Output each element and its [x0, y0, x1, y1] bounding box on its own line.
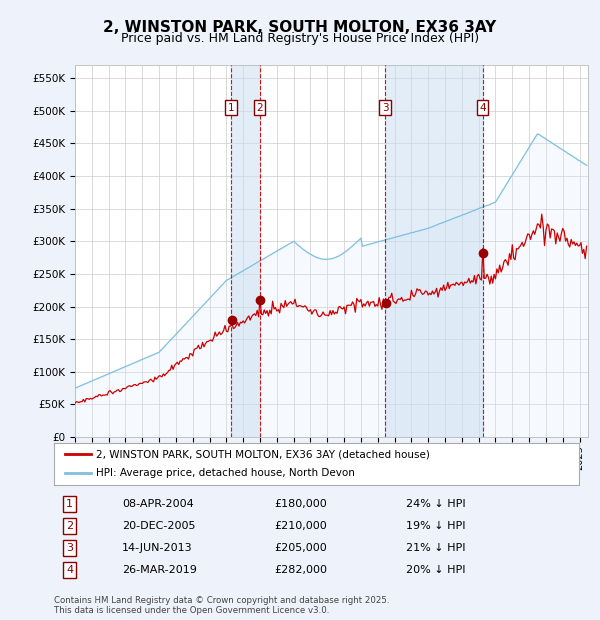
Text: 3: 3: [382, 102, 389, 112]
Text: 4: 4: [66, 565, 73, 575]
Text: 14-JUN-2013: 14-JUN-2013: [122, 543, 193, 553]
Text: 08-APR-2004: 08-APR-2004: [122, 499, 194, 509]
Text: Price paid vs. HM Land Registry's House Price Index (HPI): Price paid vs. HM Land Registry's House …: [121, 32, 479, 45]
Text: 1: 1: [66, 499, 73, 509]
Text: 19% ↓ HPI: 19% ↓ HPI: [406, 521, 465, 531]
Text: Contains HM Land Registry data © Crown copyright and database right 2025.
This d: Contains HM Land Registry data © Crown c…: [54, 596, 389, 615]
Bar: [231, 65, 260, 437]
Text: 20-DEC-2005: 20-DEC-2005: [122, 521, 196, 531]
Text: 20% ↓ HPI: 20% ↓ HPI: [406, 565, 465, 575]
Text: 2, WINSTON PARK, SOUTH MOLTON, EX36 3AY: 2, WINSTON PARK, SOUTH MOLTON, EX36 3AY: [103, 20, 497, 35]
Text: £282,000: £282,000: [275, 565, 328, 575]
Bar: [385, 65, 482, 437]
Text: 26-MAR-2019: 26-MAR-2019: [122, 565, 197, 575]
Text: 2, WINSTON PARK, SOUTH MOLTON, EX36 3AY (detached house): 2, WINSTON PARK, SOUTH MOLTON, EX36 3AY …: [96, 449, 430, 459]
Text: HPI: Average price, detached house, North Devon: HPI: Average price, detached house, Nort…: [96, 469, 355, 479]
Text: £210,000: £210,000: [275, 521, 327, 531]
Text: 24% ↓ HPI: 24% ↓ HPI: [406, 499, 466, 509]
Text: £205,000: £205,000: [275, 543, 327, 553]
Text: 21% ↓ HPI: 21% ↓ HPI: [406, 543, 465, 553]
Text: 2: 2: [256, 102, 263, 112]
Text: 4: 4: [479, 102, 486, 112]
Text: 3: 3: [66, 543, 73, 553]
Text: 2: 2: [66, 521, 73, 531]
Text: £180,000: £180,000: [275, 499, 327, 509]
Text: 1: 1: [227, 102, 234, 112]
